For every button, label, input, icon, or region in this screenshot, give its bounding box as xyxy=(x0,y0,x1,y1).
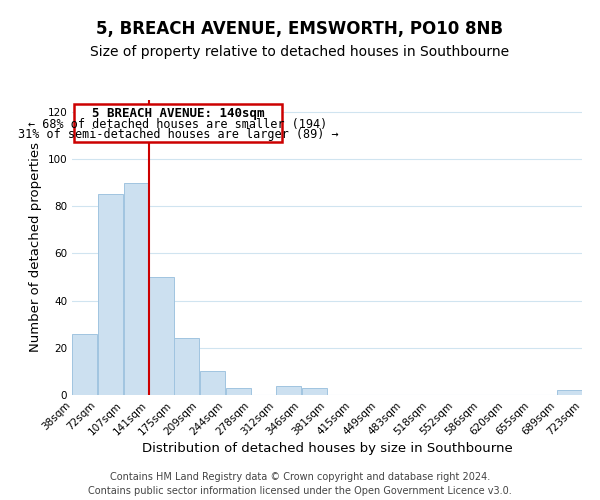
Bar xyxy=(276,386,301,395)
Text: Contains HM Land Registry data © Crown copyright and database right 2024.: Contains HM Land Registry data © Crown c… xyxy=(110,472,490,482)
Bar xyxy=(74,104,282,142)
Y-axis label: Number of detached properties: Number of detached properties xyxy=(29,142,42,352)
Text: 5 BREACH AVENUE: 140sqm: 5 BREACH AVENUE: 140sqm xyxy=(92,107,265,120)
Bar xyxy=(124,182,149,395)
Text: 31% of semi-detached houses are larger (89) →: 31% of semi-detached houses are larger (… xyxy=(18,128,338,141)
Bar xyxy=(226,388,251,395)
Bar xyxy=(174,338,199,395)
Bar xyxy=(97,194,123,395)
Bar xyxy=(149,277,174,395)
Text: ← 68% of detached houses are smaller (194): ← 68% of detached houses are smaller (19… xyxy=(28,118,328,130)
Bar xyxy=(72,334,97,395)
Bar xyxy=(199,372,225,395)
Text: Size of property relative to detached houses in Southbourne: Size of property relative to detached ho… xyxy=(91,45,509,59)
X-axis label: Distribution of detached houses by size in Southbourne: Distribution of detached houses by size … xyxy=(142,442,512,456)
Bar xyxy=(557,390,582,395)
Text: 5, BREACH AVENUE, EMSWORTH, PO10 8NB: 5, BREACH AVENUE, EMSWORTH, PO10 8NB xyxy=(97,20,503,38)
Text: Contains public sector information licensed under the Open Government Licence v3: Contains public sector information licen… xyxy=(88,486,512,496)
Bar xyxy=(302,388,327,395)
